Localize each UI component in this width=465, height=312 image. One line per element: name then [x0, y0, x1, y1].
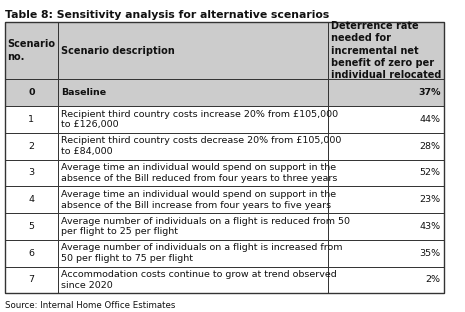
Bar [328, 106, 445, 133]
Text: Table 8: Sensitivity analysis for alternative scenarios: Table 8: Sensitivity analysis for altern… [5, 10, 329, 20]
Text: Recipient third country costs decrease 20% from £105,000
to £84,000: Recipient third country costs decrease 2… [61, 136, 341, 156]
Bar [5, 266, 58, 293]
Text: Average number of individuals on a flight is increased from
50 per flight to 75 : Average number of individuals on a fligh… [61, 243, 342, 263]
Bar [5, 240, 58, 266]
Text: Recipient third country costs increase 20% from £105,000
to £126,000: Recipient third country costs increase 2… [61, 110, 338, 129]
Bar [328, 240, 445, 266]
Bar [58, 79, 328, 106]
Bar [328, 79, 445, 106]
Bar [58, 133, 328, 159]
Text: 28%: 28% [419, 142, 440, 151]
Bar [58, 266, 328, 293]
Text: Scenario
no.: Scenario no. [7, 39, 55, 62]
Text: 2%: 2% [425, 275, 440, 285]
Text: 23%: 23% [419, 195, 440, 204]
Text: Deterrence rate
needed for
incremental net
benefit of zero per
individual reloca: Deterrence rate needed for incremental n… [332, 21, 442, 80]
Text: Average number of individuals on a flight is reduced from 50
per flight to 25 pe: Average number of individuals on a fligh… [61, 217, 350, 236]
Text: 44%: 44% [419, 115, 440, 124]
Bar [5, 106, 58, 133]
Text: 52%: 52% [419, 168, 440, 178]
Bar [328, 22, 445, 79]
Text: 3: 3 [28, 168, 34, 178]
Bar [5, 79, 58, 106]
Text: Average time an individual would spend on support in the
absence of the Bill red: Average time an individual would spend o… [61, 163, 337, 183]
Bar [58, 22, 328, 79]
Bar [58, 186, 328, 213]
Text: 2: 2 [28, 142, 34, 151]
Text: Baseline: Baseline [61, 88, 106, 97]
Text: Accommodation costs continue to grow at trend observed
since 2020: Accommodation costs continue to grow at … [61, 270, 337, 290]
Text: 5: 5 [28, 222, 34, 231]
Text: Average time an individual would spend on support in the
absence of the Bill inc: Average time an individual would spend o… [61, 190, 336, 210]
Bar [5, 22, 445, 293]
Bar [328, 159, 445, 186]
Bar [5, 213, 58, 240]
Text: 7: 7 [28, 275, 34, 285]
Bar [58, 240, 328, 266]
Bar [328, 213, 445, 240]
Text: 1: 1 [28, 115, 34, 124]
Bar [58, 106, 328, 133]
Bar [5, 133, 58, 159]
Text: 6: 6 [28, 249, 34, 258]
Bar [58, 213, 328, 240]
Bar [328, 133, 445, 159]
Text: 35%: 35% [419, 249, 440, 258]
Text: 37%: 37% [418, 88, 440, 97]
Bar [5, 186, 58, 213]
Bar [58, 159, 328, 186]
Bar [5, 159, 58, 186]
Text: Source: Internal Home Office Estimates: Source: Internal Home Office Estimates [5, 301, 175, 310]
Text: 0: 0 [28, 88, 35, 97]
Bar [5, 22, 58, 79]
Text: 4: 4 [28, 195, 34, 204]
Bar [328, 266, 445, 293]
Bar [328, 186, 445, 213]
Text: Scenario description: Scenario description [61, 46, 174, 56]
Text: 43%: 43% [419, 222, 440, 231]
